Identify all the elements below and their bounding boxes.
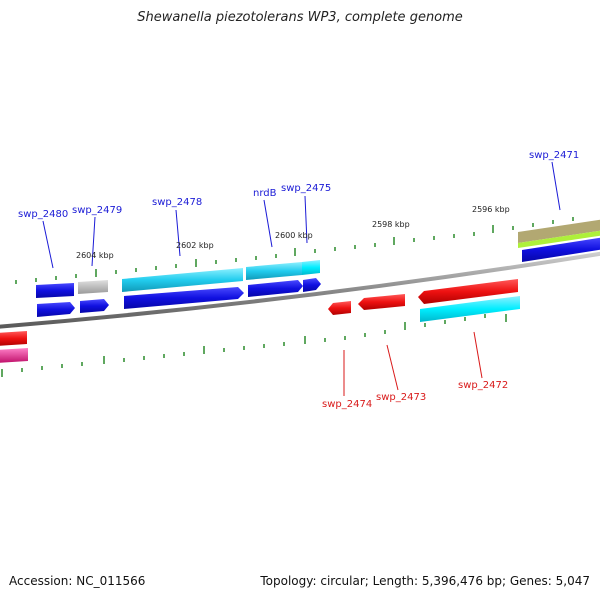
ruler-label: 2604 kbp bbox=[76, 251, 114, 260]
gene-swp_2472-cog bbox=[420, 296, 520, 322]
genome-summary-text: Topology: circular; Length: 5,396,476 bp… bbox=[260, 574, 590, 588]
accession-text: Accession: NC_011566 bbox=[9, 574, 146, 588]
gene-label[interactable]: swp_2471 bbox=[529, 150, 579, 161]
gene-label[interactable]: swp_2474 bbox=[322, 399, 372, 410]
gene-swp_2480 bbox=[37, 302, 75, 317]
gene-left-edge-red bbox=[0, 331, 27, 346]
gene-swp_2478 bbox=[124, 287, 244, 309]
gene-nrdB-cog bbox=[246, 262, 302, 280]
ruler-label: 2598 kbp bbox=[372, 220, 410, 229]
gene-swp_2475-cog bbox=[302, 260, 320, 275]
gene-strand-reverse bbox=[0, 279, 518, 346]
gene-cog-row-bottom bbox=[0, 296, 520, 363]
ruler-ticks-upper bbox=[15, 217, 574, 284]
gene-label[interactable]: swp_2472 bbox=[458, 380, 508, 391]
gene-label[interactable]: swp_2480 bbox=[18, 209, 68, 220]
label-leaders-bottom bbox=[343, 331, 483, 396]
ruler-ticks-lower bbox=[1, 314, 507, 377]
gene-label[interactable]: nrdB bbox=[253, 188, 277, 199]
gene-swp_2472 bbox=[418, 279, 518, 304]
gene-swp_2471-cog-khaki bbox=[518, 219, 600, 243]
genome-title: Shewanella piezotolerans WP3, complete g… bbox=[137, 10, 463, 25]
gene-swp_2471 bbox=[522, 237, 600, 262]
gene-label[interactable]: swp_2473 bbox=[376, 392, 426, 403]
gene-swp_2480-cog bbox=[36, 283, 74, 298]
gene-swp_2479-cog bbox=[78, 280, 108, 294]
label-leaders-top bbox=[42, 161, 561, 269]
gene-swp_2471-cog-lime bbox=[518, 230, 600, 248]
gene-swp_2478-cog bbox=[122, 268, 243, 292]
gene-label[interactable]: swp_2478 bbox=[152, 197, 202, 208]
genome-backbone bbox=[0, 251, 600, 329]
ruler-label: 2600 kbp bbox=[275, 231, 313, 240]
gene-label[interactable]: swp_2479 bbox=[72, 205, 122, 216]
gene-swp_2473 bbox=[358, 294, 405, 310]
gene-swp_2474 bbox=[328, 301, 351, 315]
gene-label[interactable]: swp_2475 bbox=[281, 183, 331, 194]
gene-cog-row-top bbox=[36, 219, 600, 298]
gene-nrdB bbox=[248, 280, 303, 297]
gene-strand-forward bbox=[37, 237, 600, 317]
gene-swp_2479 bbox=[80, 299, 109, 313]
ruler-label: 2596 kbp bbox=[472, 205, 510, 214]
gene-left-edge-cog bbox=[0, 348, 28, 363]
ruler-label: 2602 kbp bbox=[176, 241, 214, 250]
gene-swp_2475 bbox=[303, 278, 321, 292]
